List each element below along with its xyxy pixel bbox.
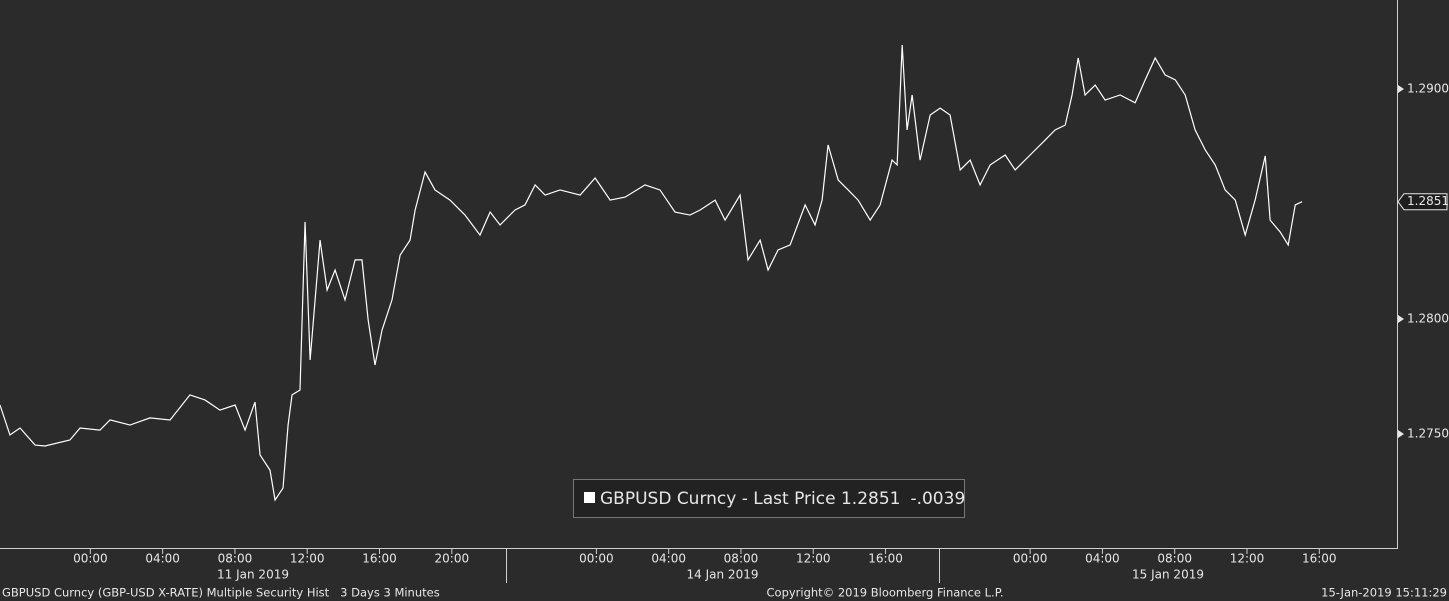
x-tick-label: 12:00 [290, 552, 325, 566]
footer-left: GBPUSD Curncy (GBP-USD X-RATE) Multiple … [2, 586, 440, 600]
y-tick [1398, 430, 1404, 438]
legend-label: GBPUSD Curncy - Last Price 1.2851 -.0039 [600, 489, 965, 509]
x-tick-label: 04:00 [1085, 552, 1120, 566]
x-tick-label: 16:00 [868, 552, 903, 566]
y-tick-label: 1.2900 [1407, 82, 1449, 96]
y-tick-label: 1.2750 [1407, 427, 1449, 441]
x-tick-label: 08:00 [1157, 552, 1192, 566]
legend-series: GBPUSD Curncy - Last Price [600, 489, 836, 509]
price-line [0, 45, 1303, 502]
x-tick-label: 12:00 [1230, 552, 1265, 566]
x-tick-label: 08:00 [218, 552, 253, 566]
legend-swatch [584, 492, 595, 503]
date-label: 11 Jan 2019 [217, 568, 289, 582]
x-tick-label: 00:00 [579, 552, 614, 566]
date-label: 14 Jan 2019 [687, 568, 759, 582]
x-tick-label: 04:00 [651, 552, 686, 566]
x-tick-label: 04:00 [145, 552, 180, 566]
legend: GBPUSD Curncy - Last Price 1.2851 -.0039 [573, 479, 965, 518]
y-tick [1398, 85, 1404, 93]
footer-center: Copyright© 2019 Bloomberg Finance L.P. [767, 586, 1004, 600]
y-tick-label: 1.2800 [1407, 312, 1449, 326]
x-tick-label: 00:00 [1013, 552, 1048, 566]
legend-value: 1.2851 [841, 489, 900, 509]
last-price-label: 1.2851 [1407, 194, 1449, 208]
x-tick-label: 12:00 [796, 552, 831, 566]
y-tick [1398, 315, 1404, 323]
date-label: 15 Jan 2019 [1132, 568, 1204, 582]
x-tick-label: 20:00 [435, 552, 470, 566]
x-tick-label: 16:00 [362, 552, 397, 566]
x-tick-label: 16:00 [1302, 552, 1337, 566]
legend-change: -.0039 [910, 489, 965, 509]
footer-right: 15-Jan-2019 15:11:29 [1321, 586, 1447, 600]
last-price-box [1397, 193, 1448, 211]
x-tick-label: 08:00 [724, 552, 759, 566]
legend-box [573, 479, 965, 518]
x-tick-label: 00:00 [73, 552, 108, 566]
